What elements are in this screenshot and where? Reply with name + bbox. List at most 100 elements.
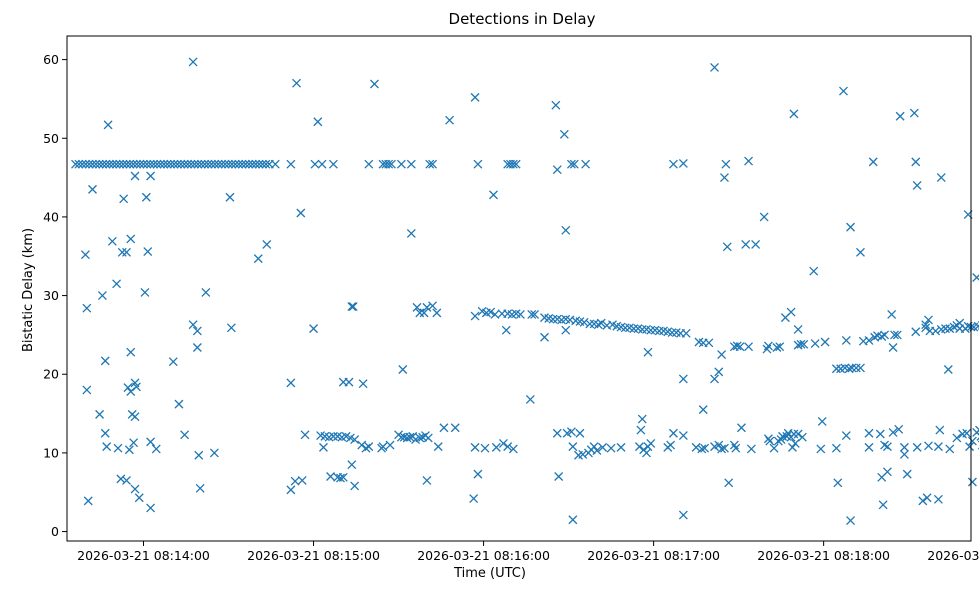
data-point — [439, 423, 449, 433]
data-point — [793, 429, 803, 439]
data-point — [149, 159, 159, 169]
data-point — [97, 291, 107, 301]
data-point — [176, 159, 186, 169]
data-point — [870, 332, 880, 342]
data-point — [831, 364, 841, 374]
data-point — [129, 438, 139, 448]
data-point — [508, 159, 518, 169]
data-point — [646, 325, 656, 335]
data-point — [894, 424, 904, 434]
data-point — [498, 439, 508, 448]
data-point — [122, 475, 131, 485]
data-point — [491, 442, 501, 452]
data-point — [569, 159, 579, 169]
data-point — [102, 442, 112, 452]
data-point — [880, 330, 890, 340]
data-point — [270, 159, 280, 169]
data-point — [88, 184, 97, 194]
data-point — [841, 335, 851, 345]
data-point — [300, 430, 310, 440]
data-point — [328, 159, 338, 169]
data-point — [473, 469, 483, 479]
data-point — [592, 446, 602, 455]
data-point — [710, 63, 719, 72]
data-point — [406, 159, 416, 169]
data-point — [100, 428, 110, 438]
data-point — [892, 330, 902, 340]
data-point — [935, 425, 945, 435]
data-point — [159, 159, 169, 169]
data-point — [856, 363, 865, 373]
data-point — [241, 159, 250, 169]
data-point — [117, 247, 127, 257]
data-point — [310, 159, 320, 169]
data-point — [173, 159, 182, 169]
data-point — [292, 78, 302, 88]
data-point — [470, 92, 480, 102]
data-point — [201, 287, 211, 297]
data-point — [254, 159, 264, 169]
data-point — [344, 377, 354, 387]
data-point — [108, 159, 118, 169]
data-point — [135, 159, 145, 169]
data-point — [319, 442, 328, 452]
data-point — [142, 159, 152, 169]
data-point — [338, 472, 348, 482]
data-point — [428, 159, 438, 169]
data-point — [933, 442, 943, 452]
data-point — [585, 319, 595, 329]
data-point — [778, 431, 788, 441]
y-tick-label: 20 — [43, 367, 59, 382]
data-point — [244, 159, 254, 169]
data-point — [261, 159, 271, 169]
data-point — [309, 324, 319, 334]
data-point — [146, 503, 156, 513]
data-point — [105, 159, 114, 169]
data-point — [729, 440, 739, 450]
data-point — [668, 159, 678, 169]
data-point — [911, 157, 921, 167]
data-point — [976, 431, 979, 441]
x-axis-label: Time (UTC) — [453, 566, 526, 581]
data-point — [775, 342, 785, 352]
data-point — [719, 443, 729, 453]
data-point — [751, 239, 761, 249]
data-point — [668, 428, 678, 438]
data-point — [412, 302, 422, 312]
data-point — [200, 159, 210, 169]
data-point — [527, 309, 537, 319]
data-point — [924, 315, 933, 325]
data-point — [143, 247, 153, 256]
data-point — [196, 159, 206, 169]
data-point — [95, 409, 105, 419]
y-axis-label: Bistatic Delay (km) — [21, 228, 36, 352]
data-point — [551, 100, 561, 110]
data-point — [286, 159, 296, 169]
data-point — [967, 436, 977, 446]
data-point — [445, 115, 455, 125]
data-point — [704, 338, 714, 348]
data-point — [188, 320, 198, 330]
data-point — [81, 159, 91, 169]
data-point — [952, 433, 962, 443]
data-point — [678, 510, 688, 520]
data-point — [877, 332, 887, 341]
data-point — [130, 484, 140, 494]
data-point — [732, 341, 742, 351]
data-point — [146, 171, 156, 181]
data-point — [912, 442, 922, 452]
data-point — [501, 325, 511, 335]
data-point — [921, 323, 931, 333]
data-point — [899, 450, 909, 459]
data-point — [909, 108, 919, 118]
data-point — [125, 159, 135, 169]
data-point — [831, 443, 841, 453]
data-point — [107, 236, 117, 246]
data-point — [790, 439, 800, 448]
data-point — [744, 342, 754, 352]
data-point — [425, 159, 435, 169]
data-point — [839, 86, 848, 96]
data-point — [568, 442, 578, 452]
data-point — [227, 159, 237, 169]
data-point — [962, 428, 972, 438]
